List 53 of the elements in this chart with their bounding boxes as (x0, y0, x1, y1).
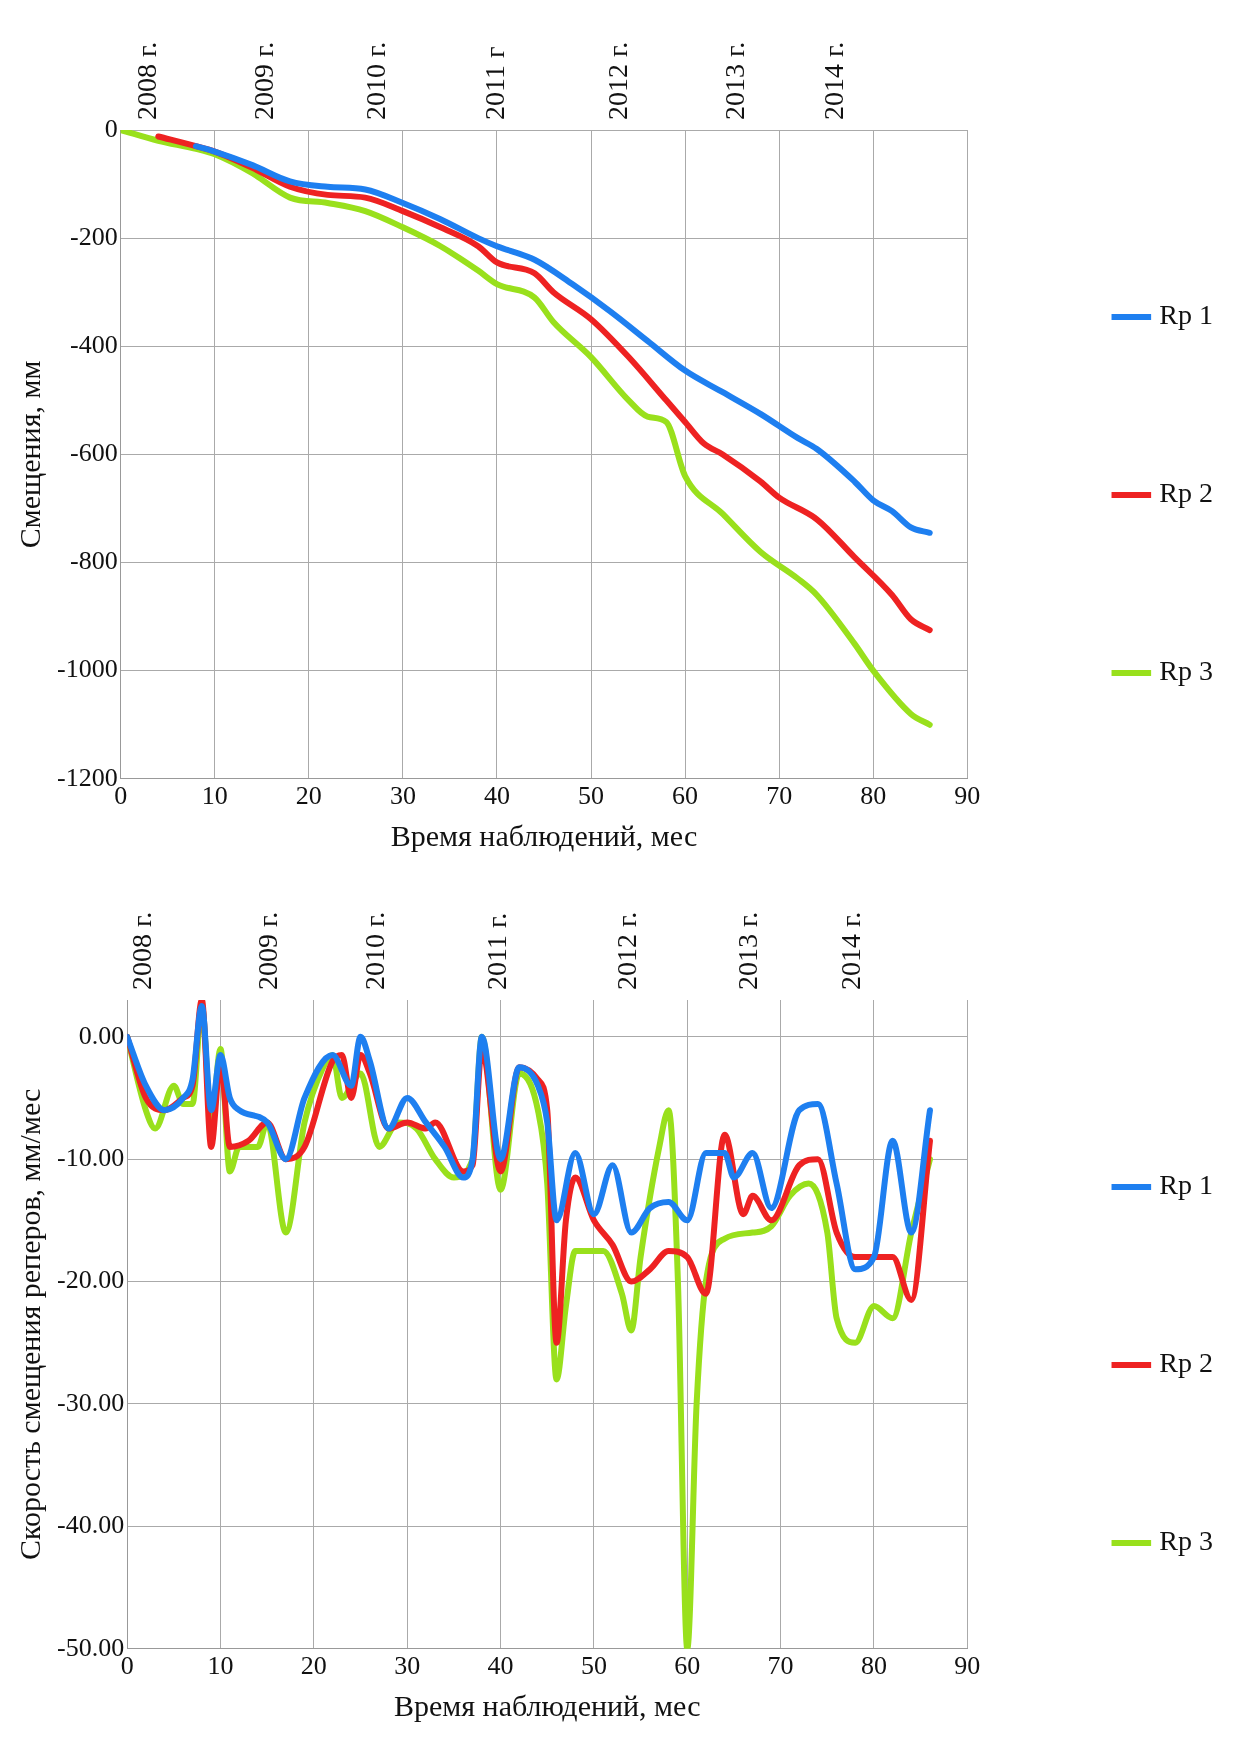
text: 2013 г. (732, 911, 764, 990)
y-tick-label: -600 (69, 438, 118, 468)
text: 2012 г. (611, 911, 643, 990)
text: 2012 г. (601, 41, 633, 120)
text: 2013 г. (718, 41, 750, 120)
text: 2011 г (478, 46, 510, 120)
y-tick-label: 0.00 (78, 1020, 125, 1050)
x-tick-label: 90 (954, 1651, 981, 1681)
x-tick-label: 50 (580, 1651, 607, 1681)
y-axis-title: Смещения, мм (12, 360, 46, 549)
x-tick-label: 50 (578, 781, 605, 811)
y-tick-label: -20.00 (56, 1265, 125, 1295)
x-tick-label: 30 (394, 1651, 421, 1681)
legend-label: Rp 2 (1159, 1347, 1214, 1379)
y-tick-label: -10.00 (56, 1142, 125, 1172)
text: 2014 г. (817, 41, 849, 120)
x-axis-title: Время наблюдений, мес (394, 1688, 701, 1722)
legend-label: Rp 1 (1159, 1169, 1214, 1201)
x-tick-label: 60 (674, 1651, 701, 1681)
x-tick-label: 90 (954, 781, 981, 811)
text: 2009 г. (247, 41, 279, 120)
text: 2009 г. (252, 911, 284, 990)
legend-label: Rp 3 (1159, 1525, 1214, 1557)
legend-label: Rp 1 (1159, 299, 1214, 331)
y-tick-label: -40.00 (56, 1510, 125, 1540)
text: 2008 г. (130, 41, 162, 120)
x-tick-label: 20 (300, 1651, 327, 1681)
x-tick-label: 20 (295, 781, 322, 811)
legend-label: Rp 2 (1159, 477, 1214, 509)
y-axis-title: Скорость смещения реперов, мм/мес (12, 1088, 46, 1561)
text: 2010 г. (359, 41, 391, 120)
x-tick-label: 40 (487, 1651, 514, 1681)
legend-label: Rp 3 (1159, 655, 1214, 687)
x-tick-label: 10 (207, 1651, 234, 1681)
y-tick-label: -1000 (56, 654, 118, 684)
x-tick-label: 80 (860, 781, 887, 811)
y-tick-label: -30.00 (56, 1387, 125, 1417)
x-tick-label: 70 (767, 1651, 794, 1681)
x-tick-label: 30 (389, 781, 416, 811)
x-axis-title: Время наблюдений, мес (390, 818, 698, 852)
x-tick-label: 10 (201, 781, 228, 811)
text: 2008 г. (126, 911, 158, 990)
text: 2011 г. (480, 912, 512, 990)
x-tick-label: 40 (483, 781, 510, 811)
x-tick-label: 70 (766, 781, 793, 811)
x-tick-label: 80 (860, 1651, 887, 1681)
x-tick-label: 60 (672, 781, 699, 811)
y-tick-label: -400 (69, 330, 118, 360)
y-tick-label: -800 (69, 546, 118, 576)
text: 2010 г. (359, 911, 391, 990)
y-tick-label: -200 (69, 221, 118, 251)
text: 2014 г. (835, 911, 867, 990)
y-tick-label: 0 (104, 113, 118, 143)
